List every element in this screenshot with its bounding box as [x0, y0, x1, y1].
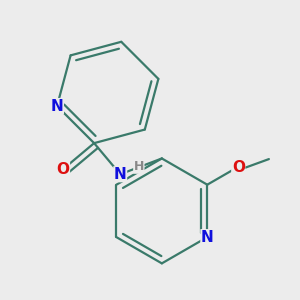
- Text: O: O: [56, 162, 70, 177]
- Text: N: N: [51, 98, 63, 113]
- Text: N: N: [114, 167, 127, 182]
- Text: O: O: [232, 160, 245, 175]
- Text: N: N: [201, 230, 214, 244]
- Text: H: H: [134, 160, 144, 173]
